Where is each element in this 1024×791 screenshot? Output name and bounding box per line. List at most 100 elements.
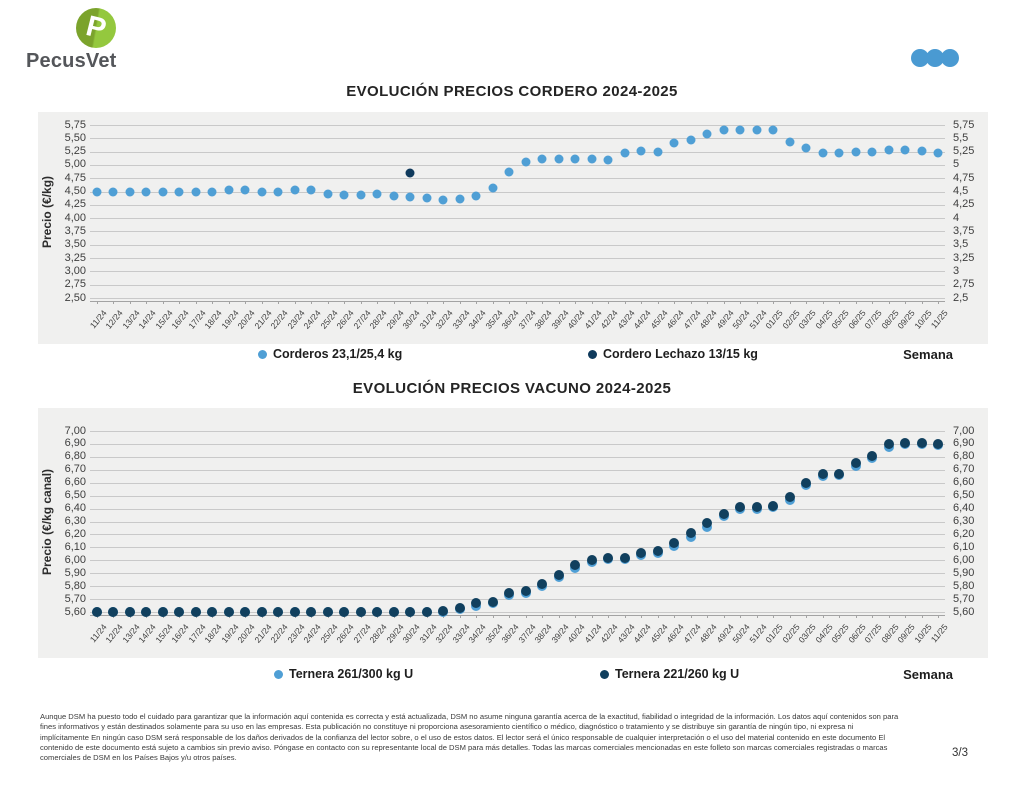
data-point [718, 508, 729, 519]
y-axis-label-right: 3,25 [953, 251, 975, 264]
y-axis-label-right: 6,40 [953, 502, 975, 515]
gridline [90, 573, 945, 575]
x-axis-tick [690, 301, 692, 304]
x-axis-tick [542, 615, 544, 618]
legend-dot-icon [588, 349, 597, 359]
x-axis-tick [690, 615, 692, 618]
y-axis-label-left: 6,20 [64, 527, 86, 540]
x-axis-title: Semana [903, 347, 953, 362]
page-number: 3/3 [952, 747, 968, 759]
x-axis-tick [558, 615, 560, 618]
data-point [685, 528, 696, 539]
x-axis-tick [97, 301, 98, 304]
x-axis-tick [179, 301, 181, 304]
y-axis-label-left: 5,25 [64, 145, 86, 158]
x-axis-tick [888, 301, 890, 304]
data-point [916, 437, 927, 448]
data-point [883, 438, 894, 449]
gridline [90, 138, 945, 140]
x-axis-tick [212, 301, 214, 304]
x-axis-tick [525, 301, 527, 304]
data-point [851, 147, 861, 157]
data-point [92, 607, 102, 617]
x-axis-tick [773, 301, 775, 304]
x-axis-tick [344, 301, 346, 304]
x-axis-tick [707, 301, 709, 304]
y-axis-label-right: 5,80 [953, 579, 975, 592]
data-point [471, 191, 481, 201]
y-axis-label-left: 2,75 [64, 278, 86, 291]
gridline [90, 431, 945, 432]
y-axis-label-left: 4,75 [64, 171, 86, 184]
x-axis-tick [360, 301, 362, 304]
gridline [90, 599, 945, 601]
data-point [92, 187, 102, 197]
data-point [487, 596, 498, 607]
gridline [90, 586, 945, 588]
y-axis-label-right: 4 [953, 211, 960, 224]
x-axis-tick [575, 615, 577, 618]
data-point [785, 137, 795, 146]
x-axis-tick [921, 301, 923, 304]
x-axis-tick [723, 615, 725, 618]
data-point [603, 155, 613, 165]
x-axis-tick [740, 615, 742, 618]
gridline [90, 298, 945, 299]
x-axis-tick [459, 615, 461, 618]
gridline [90, 271, 945, 273]
data-point [422, 193, 432, 203]
legend-dot-icon [600, 669, 609, 679]
data-point [917, 146, 926, 156]
disclaimer-line: comerciales de DSM en los Países Bajos y… [40, 753, 237, 763]
data-point [669, 538, 680, 549]
data-point [223, 607, 234, 617]
x-axis-tick [261, 301, 263, 304]
x-axis-tick [608, 615, 610, 618]
data-point [504, 167, 514, 177]
y-axis-label-left: 5,80 [64, 579, 86, 592]
y-axis-label-right: 6,80 [953, 450, 975, 463]
y-axis-label-left: 2,50 [64, 291, 86, 304]
x-axis-tick [146, 301, 148, 304]
x-axis-tick [641, 615, 643, 618]
disclaimer-line: implícitamente En ningún caso DSM será r… [40, 732, 886, 742]
x-axis-tick [905, 301, 907, 304]
data-point [306, 185, 316, 195]
data-point [339, 190, 349, 200]
header-dot-icon [926, 49, 944, 67]
data-point [389, 191, 399, 201]
disclaimer-line: Aunque DSM ha puesto todo el cuidado par… [40, 712, 899, 721]
gridline [90, 456, 945, 458]
x-axis-tick [393, 301, 395, 304]
y-axis-label-right: 5,25 [953, 145, 975, 158]
x-axis-tick [657, 301, 659, 304]
data-point [768, 125, 778, 135]
x-axis-tick [591, 615, 593, 618]
x-axis-tick [773, 615, 775, 618]
x-axis-title: Semana [903, 667, 953, 682]
x-axis-tick [509, 301, 511, 304]
x-axis-tick [789, 615, 791, 618]
y-axis-label-left: 3,50 [64, 238, 86, 251]
data-point [801, 477, 812, 488]
data-point [240, 607, 251, 617]
x-axis-tick [245, 301, 247, 304]
legend-label: Ternera 221/260 kg U [615, 667, 740, 681]
disclaimer-line: fines informativos y están destinados so… [40, 722, 854, 732]
data-point [735, 125, 745, 135]
x-axis-tick [591, 301, 593, 304]
y-axis-label-left: 4,25 [64, 198, 86, 211]
data-point [603, 552, 614, 563]
y-axis-label-left: 3,25 [64, 251, 86, 264]
y-axis-label-left: 6,30 [64, 515, 86, 527]
data-point [933, 438, 943, 449]
y-axis-label-right: 4,75 [953, 171, 975, 184]
data-point [355, 607, 366, 617]
x-axis-tick [558, 301, 560, 304]
y-axis-label-right: 2,75 [953, 278, 975, 291]
data-point [933, 148, 943, 158]
gridline [90, 612, 945, 613]
y-axis-label-left: 5,60 [64, 605, 86, 618]
data-point [290, 185, 300, 195]
